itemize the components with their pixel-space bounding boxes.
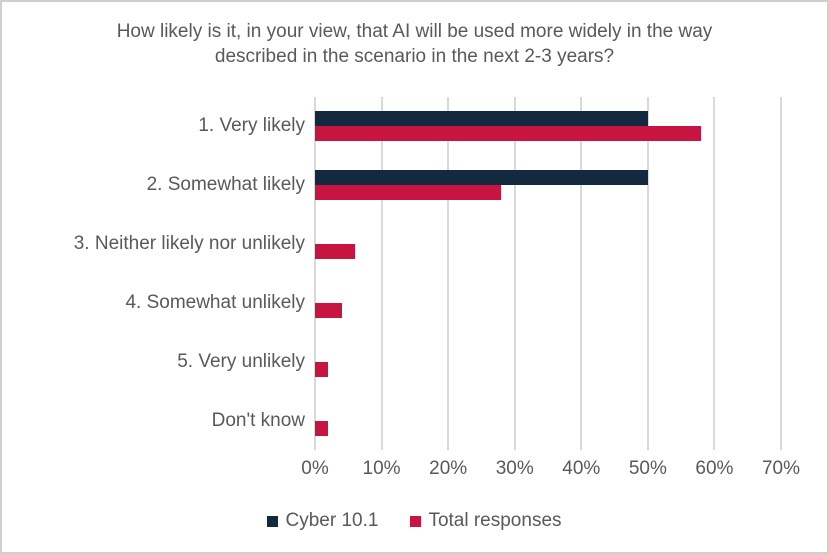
legend-item-cyber-10-1: Cyber 10.1 — [267, 510, 378, 532]
legend: Cyber 10.1 Total responses — [2, 510, 827, 532]
x-tick-label-40: 40% — [562, 458, 601, 479]
gridline-50 — [646, 97, 649, 450]
gridline-30 — [513, 97, 516, 450]
x-tick-label-50: 50% — [628, 458, 667, 479]
bar-cyber-10-1-1-very-likely — [315, 111, 648, 127]
bar-row-don-t-know — [315, 391, 781, 450]
bar-total-responses-1-very-likely — [315, 126, 702, 142]
legend-label: Total responses — [428, 510, 562, 531]
bar-total-responses-5-very-unlikely — [315, 361, 329, 377]
category-label-1-very-likely: 1. Very likely — [198, 115, 305, 137]
x-tick-label-0: 0% — [301, 458, 329, 479]
bar-total-responses-2-somewhat-likely — [315, 185, 502, 201]
x-axis: 0% 10% 20% 30% 40% 50% 60% 70% — [301, 458, 800, 484]
category-label-3-neither-likely-nor-unlikely: 3. Neither likely nor unlikely — [73, 233, 305, 255]
gridline-20 — [447, 97, 450, 450]
gridline-10 — [380, 97, 383, 450]
category-label-4-somewhat-unlikely: 4. Somewhat unlikely — [125, 291, 305, 313]
bar-row-1-very-likely — [315, 97, 781, 156]
chart-title: How likely is it, in your view, that AI … — [2, 19, 827, 69]
bar-row-2-somewhat-likely — [315, 156, 781, 215]
category-label-don-t-know: Don't know — [211, 409, 305, 431]
x-tick-label-10: 10% — [362, 458, 401, 479]
x-tick-label-30: 30% — [495, 458, 534, 479]
x-tick-label-20: 20% — [429, 458, 468, 479]
chart-title-text: How likely is it, in your view, that AI … — [116, 21, 713, 68]
legend-item-total-responses: Total responses — [410, 510, 562, 532]
gridline-40 — [580, 97, 583, 450]
gridline-0 — [314, 97, 316, 450]
bar-total-responses-3-neither-likely-nor-unlikely — [315, 244, 355, 260]
category-label-2-somewhat-likely: 2. Somewhat likely — [146, 174, 305, 196]
legend-label: Cyber 10.1 — [285, 510, 379, 531]
plot-area — [314, 97, 782, 450]
bar-total-responses-don-t-know — [315, 420, 329, 436]
bar-row-4-somewhat-unlikely — [315, 273, 781, 332]
gridline-70 — [780, 97, 782, 450]
bar-cyber-10-1-2-somewhat-likely — [315, 170, 648, 186]
legend-swatch-icon — [267, 515, 279, 527]
category-axis: 1. Very likely 2. Somewhat likely 3. Neith… — [2, 97, 305, 450]
gridline-60 — [713, 97, 716, 450]
bar-row-3-neither-likely-nor-unlikely — [315, 215, 781, 274]
category-label-5-very-unlikely: 5. Very unlikely — [177, 350, 305, 372]
x-tick-label-60: 60% — [695, 458, 734, 479]
bar-rows — [315, 97, 781, 450]
bar-row-5-very-unlikely — [315, 332, 781, 391]
bar-total-responses-4-somewhat-unlikely — [315, 302, 342, 318]
legend-swatch-icon — [410, 515, 422, 527]
x-tick-label-70: 70% — [761, 458, 801, 479]
